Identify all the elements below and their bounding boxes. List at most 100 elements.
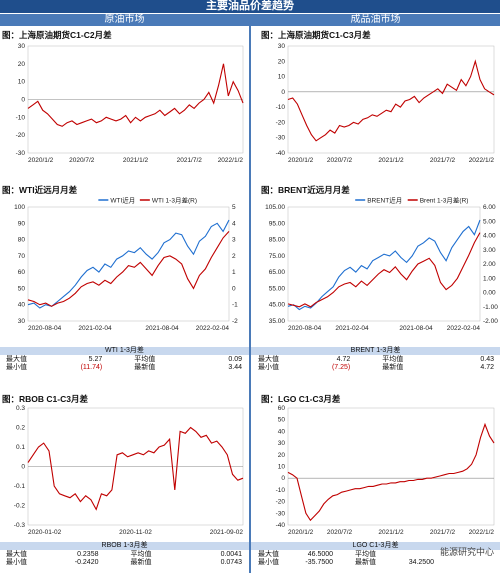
x-tick-label: 2021/1/2 (123, 157, 149, 164)
x-tick-label: 2021-02-04 (335, 325, 369, 332)
y-tick-label: -10 (276, 487, 286, 494)
y-tick-label: -0.2 (14, 503, 26, 510)
x-tick-label: 2020-08-04 (28, 325, 62, 332)
y-tick-label: 20 (18, 61, 26, 68)
x-tick-label: 2020/7/2 (69, 157, 95, 164)
y-tick-label: -30 (16, 150, 26, 157)
x-tick-label: 2022-02-04 (447, 325, 481, 332)
stat-label: 平均值 (130, 551, 152, 558)
y-tick-label: 80 (18, 237, 26, 244)
y-tick-label: 90 (18, 220, 26, 227)
stats-table-lgo: 最大值 46.5000 平均值 最小值 -35.7500 最新值 34.2500 (256, 551, 436, 567)
chart-title-c1: 图：上海原油期货C1-C2月差 (2, 30, 112, 40)
y2-tick-label: 6.00 (483, 204, 496, 211)
stats-title-lgo: LGO C1-3月差 (251, 542, 500, 550)
x-tick-label: 2020/1/2 (288, 529, 314, 536)
legend-label: WTI 1-3月差(R) (152, 196, 197, 205)
series-line-0 (287, 59, 495, 142)
y-tick-label: -10 (16, 114, 26, 121)
stat-value: 0.09 (228, 356, 242, 363)
stat-value (395, 551, 436, 559)
x-tick-label: 2020-08-04 (288, 325, 322, 332)
chart-title-c2: 图：上海原油期货C1-C3月差 (261, 30, 371, 40)
series-line-0 (27, 63, 244, 127)
y2-tick-label: 2.00 (483, 261, 496, 268)
y-tick-label: -20 (276, 119, 286, 126)
y-tick-label: 0.3 (16, 405, 25, 412)
y2-tick-label: -2.00 (483, 318, 498, 325)
y-tick-label: 50 (278, 417, 286, 424)
x-tick-label: 2021-08-04 (399, 325, 433, 332)
y-tick-label: 0.1 (16, 444, 25, 451)
y-tick-label: -20 (276, 499, 286, 506)
stat-label: 最大值 (6, 356, 27, 363)
y2-tick-label: -1 (232, 302, 238, 309)
series-line-0 (27, 426, 244, 511)
chart-title-c3: 图：WTI近远月月差 (2, 185, 78, 195)
y-tick-label: -40 (276, 522, 286, 529)
plot-area (287, 206, 481, 322)
y2-tick-label: 2 (232, 253, 236, 260)
x-tick-label: 2022/1/2 (469, 529, 495, 536)
stat-value: -0.2420 (74, 559, 99, 566)
stats-table-rbob: 最大值 0.2358 平均值 0.0041 最小值 -0.2420 最新值 0.0743 (4, 551, 244, 567)
y-tick-label: 95.00 (269, 220, 286, 227)
stat-label: 最小值 (6, 364, 27, 371)
y2-tick-label: 1 (232, 269, 236, 276)
x-tick-label: 2021/7/2 (177, 157, 203, 164)
y-tick-label: 45.00 (269, 302, 286, 309)
chart-c4: 105.00 95.00 85.00 75.00 65.00 55.00 45.00 35.0… (265, 196, 498, 333)
stats-title-rbob: RBOB 1-3月差 (0, 542, 249, 550)
y-tick-label: 20 (278, 58, 286, 65)
y-tick-label: 70 (18, 253, 26, 260)
stat-label: 最新值 (355, 559, 377, 566)
y-tick-label: -30 (276, 135, 286, 142)
stat-label: 最大值 (258, 551, 279, 558)
x-tick-label: 2021/1/2 (378, 157, 404, 164)
y-tick-label: 0 (281, 89, 285, 96)
y-tick-label: 60 (278, 405, 286, 412)
series-line-0 (287, 422, 495, 522)
y-tick-label: 30 (278, 440, 286, 447)
y2-tick-label: 0 (232, 285, 236, 292)
crude-header: 原油市场 (0, 14, 249, 26)
watermark: 能源研究中心 (439, 547, 494, 557)
stat-value: 5.27 (88, 356, 103, 363)
y-tick-label: 10 (18, 79, 26, 86)
stat-label: 最小值 (6, 559, 27, 566)
y-tick-label: 40 (278, 428, 286, 435)
x-tick-label: 2020/1/2 (288, 157, 314, 164)
stat-label: 最大值 (258, 356, 279, 363)
legend-label: WTI近月 (110, 196, 135, 205)
y2-tick-label: -1.00 (483, 304, 498, 311)
stat-label: 最小值 (258, 559, 279, 566)
chart-title-c6: 图：LGO C1-C3月差 (261, 394, 341, 404)
y-tick-label: -0.1 (14, 483, 26, 490)
stat-label: 最新值 (130, 559, 152, 566)
y2-tick-label: 3 (232, 237, 236, 244)
stat-value: (7.25) (331, 364, 351, 371)
y2-tick-label: 4 (232, 220, 236, 227)
series-line-0 (27, 219, 230, 309)
stat-label: 平均值 (382, 356, 404, 363)
series-line-1 (27, 231, 230, 307)
y-tick-label: 0 (21, 464, 25, 471)
x-tick-label: 2020-01-02 (28, 529, 62, 536)
column-divider (249, 14, 251, 573)
plot-area (287, 45, 495, 154)
x-tick-label: 2021/7/2 (430, 157, 456, 164)
series-line-1 (287, 232, 481, 308)
stat-label: 最新值 (134, 364, 156, 371)
y-tick-label: 10 (278, 74, 286, 81)
y-tick-label: -20 (16, 132, 26, 139)
y-tick-label: 10 (278, 464, 286, 471)
y2-tick-label: 4.00 (483, 233, 496, 240)
y2-tick-label: 1.00 (483, 275, 496, 282)
x-tick-label: 2021/7/2 (430, 529, 456, 536)
series-line-0 (287, 219, 481, 311)
y-tick-label: 35.00 (269, 318, 286, 325)
x-tick-label: 2021/1/2 (378, 529, 404, 536)
stat-label: 最大值 (6, 551, 27, 558)
